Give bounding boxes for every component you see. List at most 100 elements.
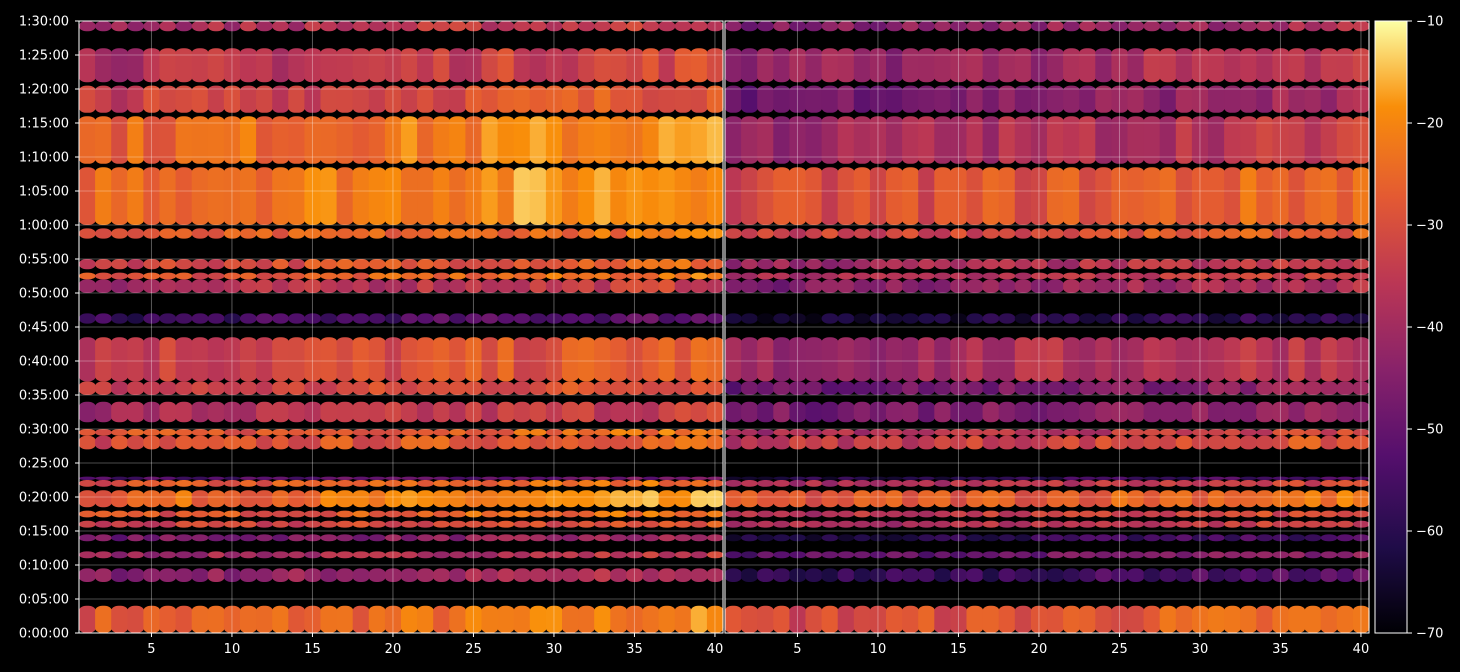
heat-cell — [982, 429, 1000, 436]
heat-cell — [320, 568, 338, 582]
heat-cell — [1047, 48, 1064, 83]
heat-cell — [191, 167, 209, 225]
heat-cell — [950, 259, 968, 270]
heat-cell — [240, 381, 257, 395]
heat-cell — [1079, 551, 1096, 559]
heat-cell — [982, 85, 1000, 113]
heat-cell — [1191, 116, 1209, 164]
heat-cell — [626, 116, 644, 164]
heat-cell — [417, 21, 434, 32]
heat-cell — [481, 520, 499, 528]
heat-cell — [191, 490, 209, 508]
heat-cell — [401, 568, 418, 582]
heat-cell — [465, 167, 483, 225]
heat-cell — [143, 476, 161, 480]
heat-cell — [433, 490, 450, 508]
heat-cell — [706, 116, 724, 164]
heat-cell — [950, 313, 968, 324]
heat-cell — [757, 85, 774, 113]
heat-cell — [1047, 476, 1064, 480]
heat-cell — [562, 167, 579, 225]
heat-cell — [465, 272, 483, 280]
y-tick-label: 0:25:00 — [19, 457, 69, 472]
heat-cell — [725, 167, 742, 225]
heat-cell — [1063, 272, 1080, 280]
heat-cell — [869, 279, 887, 293]
heat-cell — [159, 85, 177, 113]
heat-cell — [1288, 476, 1306, 480]
heat-cell — [886, 313, 903, 324]
heat-cell — [1143, 116, 1161, 164]
heat-cell — [1127, 551, 1145, 559]
heat-cell — [223, 313, 241, 324]
heat-cell — [578, 480, 595, 487]
heat-cell — [401, 605, 418, 633]
heat-cell — [288, 337, 305, 382]
heat-cell — [1191, 337, 1209, 382]
heat-cell — [481, 605, 499, 633]
heat-cell — [1288, 279, 1306, 293]
heat-cell — [902, 259, 919, 270]
heat-cell — [352, 381, 370, 395]
heat-band-right-4 — [725, 520, 1370, 528]
heat-cell — [1111, 490, 1129, 508]
heat-cell — [741, 48, 758, 83]
heat-cell — [1014, 21, 1032, 32]
heat-cell — [1191, 476, 1209, 480]
heat-cell — [869, 228, 887, 239]
heat-cell — [175, 429, 193, 436]
heat-cell — [966, 534, 984, 542]
heat-cell — [175, 21, 193, 32]
heat-cell — [191, 381, 209, 395]
heat-cell — [481, 279, 499, 293]
heat-cell — [982, 510, 1000, 518]
heat-cell — [998, 401, 1016, 423]
heat-cell — [127, 167, 144, 225]
heat-cell — [998, 259, 1016, 270]
heat-cell — [1127, 381, 1145, 395]
heat-cell — [805, 480, 823, 487]
heat-cell — [529, 21, 547, 32]
heat-cell — [869, 480, 887, 487]
heat-cell — [207, 279, 225, 293]
heat-cell — [95, 476, 112, 480]
heat-cell — [706, 568, 724, 582]
heat-cell — [789, 551, 807, 559]
heat-cell — [191, 476, 209, 480]
heat-cell — [384, 605, 402, 633]
heat-cell — [417, 534, 434, 542]
heat-cell — [223, 116, 241, 164]
heat-cell — [1240, 476, 1257, 480]
heat-cell — [481, 259, 499, 270]
heat-cell — [223, 85, 241, 113]
heat-cell — [272, 272, 289, 280]
heat-cell — [1352, 21, 1370, 32]
heat-cell — [175, 510, 193, 518]
heat-cell — [465, 401, 483, 423]
heat-cell — [757, 551, 774, 559]
heat-cell — [304, 272, 322, 280]
heat-cell — [741, 480, 758, 487]
heat-cell — [1095, 534, 1112, 542]
heat-cell — [529, 520, 547, 528]
heat-cell — [886, 85, 903, 113]
heat-cell — [175, 534, 193, 542]
heat-cell — [1047, 435, 1064, 450]
heat-cell — [886, 490, 903, 508]
heat-cell — [1256, 313, 1273, 324]
heat-cell — [982, 520, 1000, 528]
heat-cell — [610, 21, 627, 32]
heat-cell — [417, 313, 434, 324]
heat-cell — [1030, 480, 1048, 487]
heat-cell — [706, 21, 724, 32]
heat-cell — [95, 272, 112, 280]
heat-cell — [741, 401, 758, 423]
heat-cell — [1014, 520, 1032, 528]
heat-cell — [805, 337, 823, 382]
heat-cell — [1127, 337, 1145, 382]
heat-cell — [674, 167, 692, 225]
heat-band-right-3 — [725, 534, 1370, 542]
y-tick-label: 1:25:00 — [19, 49, 69, 64]
heat-cell — [1030, 272, 1048, 280]
heat-cell — [1304, 401, 1322, 423]
